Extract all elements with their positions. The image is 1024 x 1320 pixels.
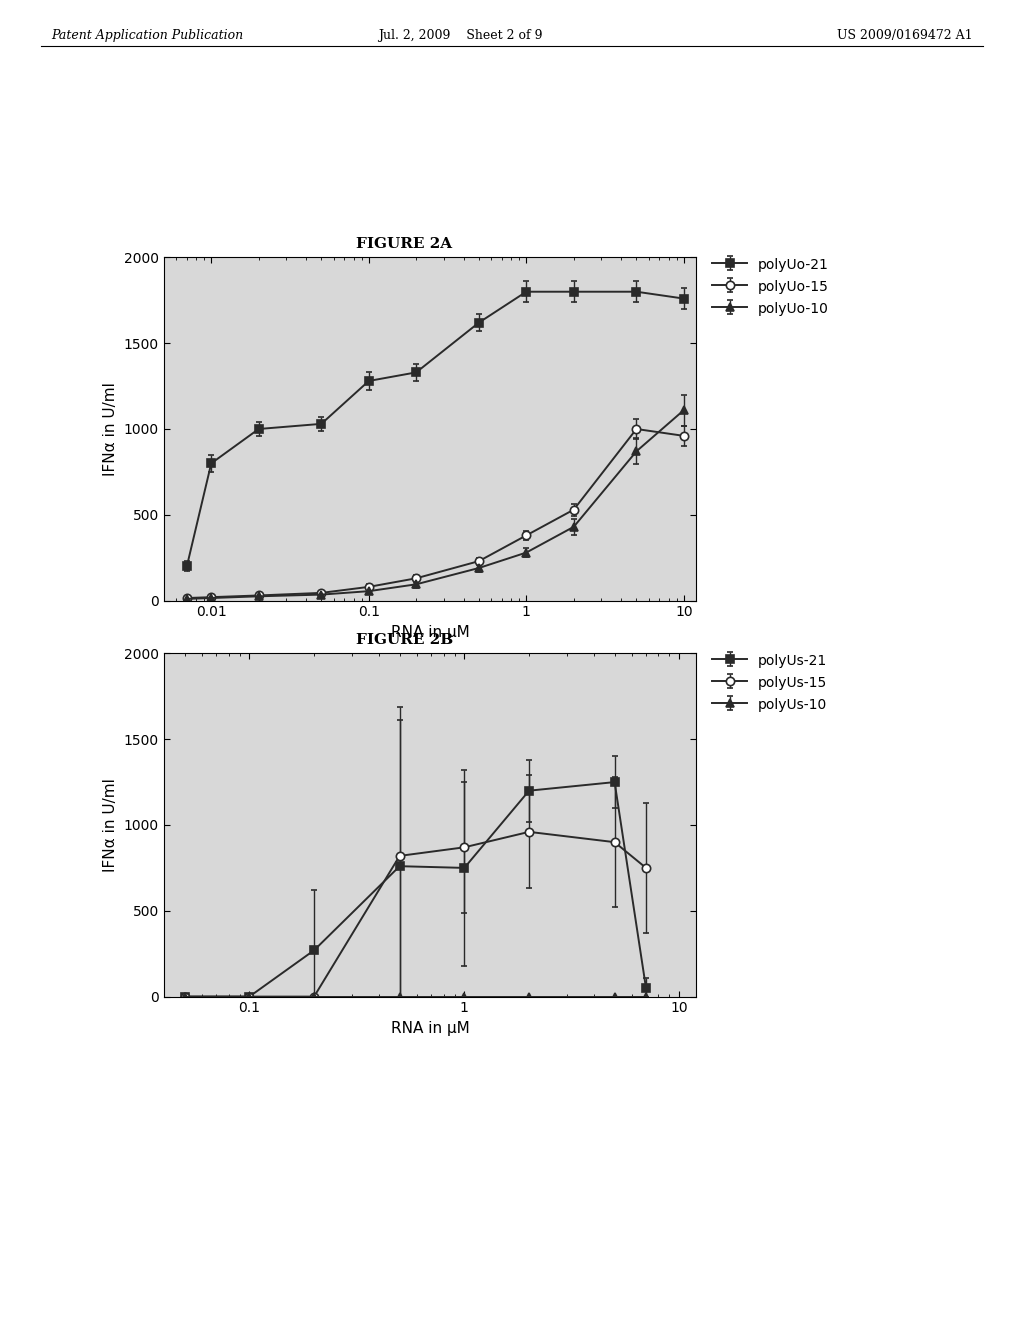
Legend: polyUs-21, polyUs-15, polyUs-10: polyUs-21, polyUs-15, polyUs-10 [713,653,827,711]
Y-axis label: IFNα in U/ml: IFNα in U/ml [103,381,119,477]
Text: Jul. 2, 2009    Sheet 2 of 9: Jul. 2, 2009 Sheet 2 of 9 [379,29,543,42]
Text: US 2009/0169472 A1: US 2009/0169472 A1 [838,29,973,42]
X-axis label: RNA in μM: RNA in μM [391,1020,469,1036]
X-axis label: RNA in μM: RNA in μM [391,624,469,640]
Text: FIGURE 2B: FIGURE 2B [356,634,453,647]
Legend: polyUo-21, polyUo-15, polyUo-10: polyUo-21, polyUo-15, polyUo-10 [713,257,829,315]
Text: Patent Application Publication: Patent Application Publication [51,29,244,42]
Text: FIGURE 2A: FIGURE 2A [356,238,453,251]
Y-axis label: IFNα in U/ml: IFNα in U/ml [103,777,119,873]
